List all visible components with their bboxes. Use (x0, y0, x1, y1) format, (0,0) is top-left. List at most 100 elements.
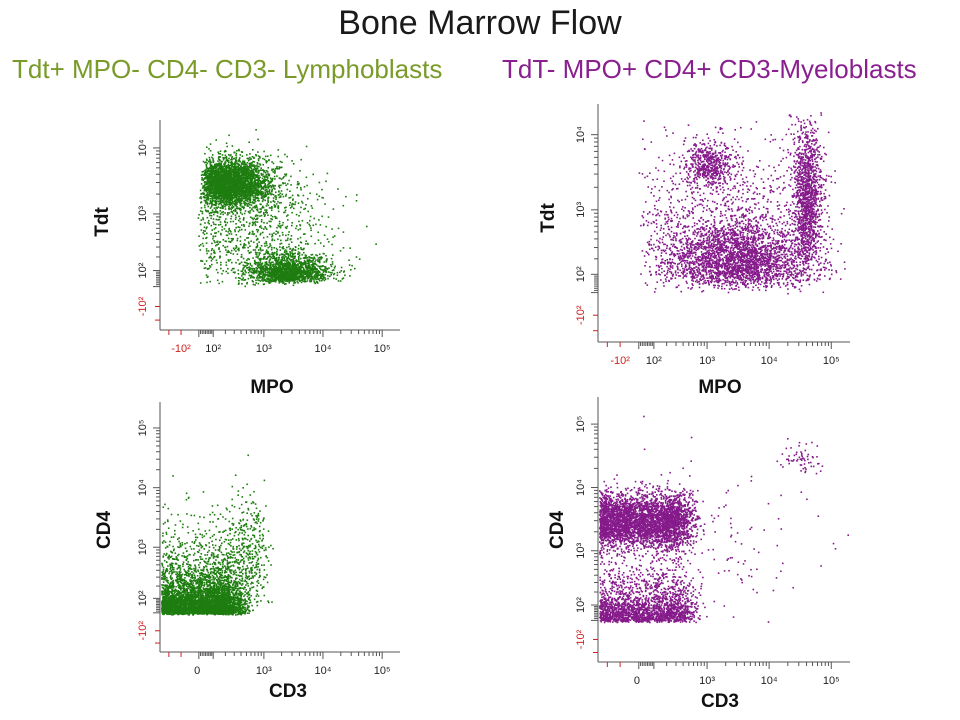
event-dot (299, 263, 302, 265)
event-dot (230, 208, 232, 210)
event-dot (264, 183, 266, 185)
event-dot (271, 168, 273, 171)
event-dot (289, 253, 291, 256)
event-dot (266, 188, 268, 191)
event-dot (264, 267, 267, 269)
event-dot (311, 276, 313, 278)
event-dot (205, 182, 208, 185)
event-dot (274, 280, 277, 283)
event-dot (300, 247, 302, 249)
event-dot (257, 179, 259, 182)
event-dot (286, 271, 288, 273)
event-dot (223, 182, 226, 185)
event-dot (226, 159, 229, 161)
event-dot (227, 197, 229, 200)
event-dot (220, 197, 223, 200)
event-dot (257, 158, 260, 160)
event-dot (236, 150, 238, 152)
event-dot (249, 183, 251, 185)
event-dot (237, 197, 239, 200)
event-dot (247, 181, 249, 183)
event-dot (262, 270, 264, 273)
event-dot (260, 249, 262, 252)
event-dot (254, 165, 256, 167)
event-dot (248, 196, 250, 199)
event-dot (226, 167, 228, 169)
event-dot (313, 257, 316, 260)
event-dot (283, 263, 285, 265)
event-dot (242, 190, 244, 193)
event-dot (260, 174, 263, 176)
event-dot (273, 175, 276, 178)
event-dot (279, 281, 282, 283)
event-dot (223, 175, 226, 178)
event-dot (292, 266, 295, 268)
event-dot (235, 154, 237, 157)
event-dot (278, 262, 281, 265)
event-dot (247, 271, 250, 274)
event-dot (261, 278, 264, 280)
event-dot (285, 265, 287, 268)
event-dot (233, 178, 235, 180)
event-dot (317, 274, 319, 276)
event-dot (200, 193, 202, 195)
event-dot (282, 234, 284, 236)
event-dot (283, 175, 285, 178)
event-dot (258, 267, 260, 269)
event-dot (247, 159, 250, 162)
event-dot (206, 197, 209, 199)
event-dot (331, 269, 334, 272)
event-dot (210, 176, 212, 178)
event-dot (251, 169, 254, 171)
event-dot (212, 218, 215, 220)
event-dot (235, 187, 237, 189)
event-dot (238, 159, 241, 162)
event-dot (275, 196, 277, 199)
event-dot (227, 199, 229, 201)
event-dot (324, 268, 326, 270)
event-dot (261, 277, 264, 279)
event-dot (243, 191, 246, 194)
event-dot (232, 190, 234, 193)
event-dot (208, 170, 211, 172)
event-dot (207, 173, 209, 175)
event-dot (230, 160, 233, 163)
event-dot (206, 167, 209, 170)
event-dot (209, 198, 212, 200)
event-dot (288, 279, 290, 281)
event-dot (233, 177, 235, 180)
event-dot (238, 207, 240, 209)
event-dot (327, 275, 329, 277)
event-dot (321, 269, 323, 271)
event-dot (220, 175, 222, 178)
event-dot (233, 202, 235, 205)
event-dot (210, 217, 212, 220)
event-dot (222, 192, 224, 195)
event-dot (267, 204, 270, 207)
event-dot (311, 260, 314, 262)
event-dot (296, 186, 298, 189)
event-dot (277, 207, 280, 210)
event-dot (266, 203, 268, 205)
event-dot (216, 171, 218, 174)
event-dot (303, 277, 306, 279)
event-dot (273, 247, 275, 249)
event-dot (217, 174, 219, 176)
event-dot (248, 173, 251, 175)
event-dot (210, 164, 212, 167)
event-dot (242, 195, 245, 198)
event-dot (266, 262, 268, 265)
event-dot (319, 265, 322, 268)
event-dot (306, 271, 308, 273)
event-dot (277, 261, 279, 264)
event-dot (235, 205, 237, 207)
event-dot (313, 280, 315, 282)
event-dot (281, 161, 283, 164)
event-dot (283, 279, 286, 282)
event-dot (276, 253, 279, 256)
event-dot (281, 273, 284, 275)
event-dot (214, 177, 217, 180)
event-dot (271, 169, 273, 172)
event-dot (273, 251, 276, 254)
event-dot (216, 163, 219, 165)
